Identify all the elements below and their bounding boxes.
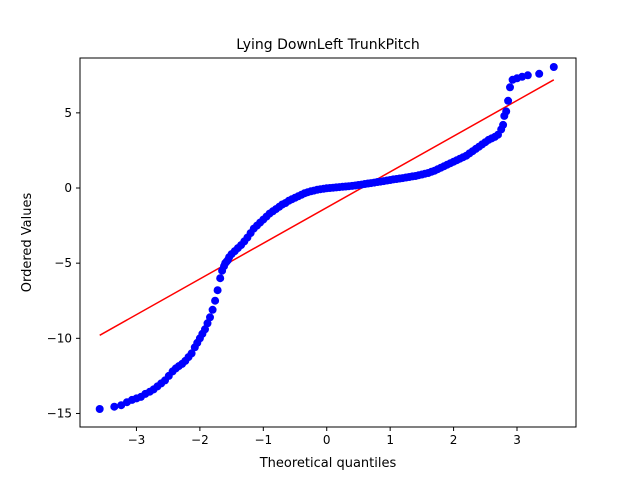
chart-title: Lying DownLeft TrunkPitch	[236, 37, 420, 53]
data-point	[110, 402, 119, 411]
data-point	[523, 71, 532, 80]
y-tick-label: 5	[64, 106, 72, 120]
data-point	[95, 405, 104, 413]
data-point	[502, 107, 511, 116]
x-ticks: −3 −2 −1 0 1 2 3	[128, 427, 521, 447]
x-tick-label: 1	[386, 433, 394, 447]
data-point	[216, 274, 225, 283]
x-tick-label: 2	[450, 433, 458, 447]
y-axis-label: Ordered Values	[20, 193, 35, 293]
points-layer	[95, 63, 558, 413]
data-point	[549, 63, 558, 71]
data-point	[187, 349, 196, 358]
data-point	[506, 83, 514, 92]
data-point	[504, 96, 513, 105]
data-point	[211, 296, 220, 305]
y-tick-label: −5	[54, 256, 72, 270]
fit-line	[99, 79, 555, 336]
y-ticks: −15 −10 −5 0 5	[47, 106, 80, 420]
data-point	[201, 325, 209, 334]
y-tick-label: −15	[47, 406, 72, 420]
x-tick-label: −3	[128, 433, 146, 447]
x-tick-label: 0	[323, 433, 331, 447]
data-point	[535, 69, 544, 78]
plot-frame	[79, 57, 577, 428]
data-point	[203, 319, 212, 328]
y-tick-label: −10	[47, 331, 72, 345]
x-tick-label: −2	[191, 433, 209, 447]
data-point	[208, 305, 217, 314]
data-point	[206, 313, 214, 322]
x-tick-label: −1	[254, 433, 272, 447]
data-point	[499, 120, 508, 129]
fit-line-layer	[99, 79, 555, 336]
x-tick-label: 3	[513, 433, 521, 447]
x-axis-label: Theoretical quantiles	[259, 456, 397, 471]
y-tick-label: 0	[64, 181, 72, 195]
data-point	[213, 286, 222, 295]
